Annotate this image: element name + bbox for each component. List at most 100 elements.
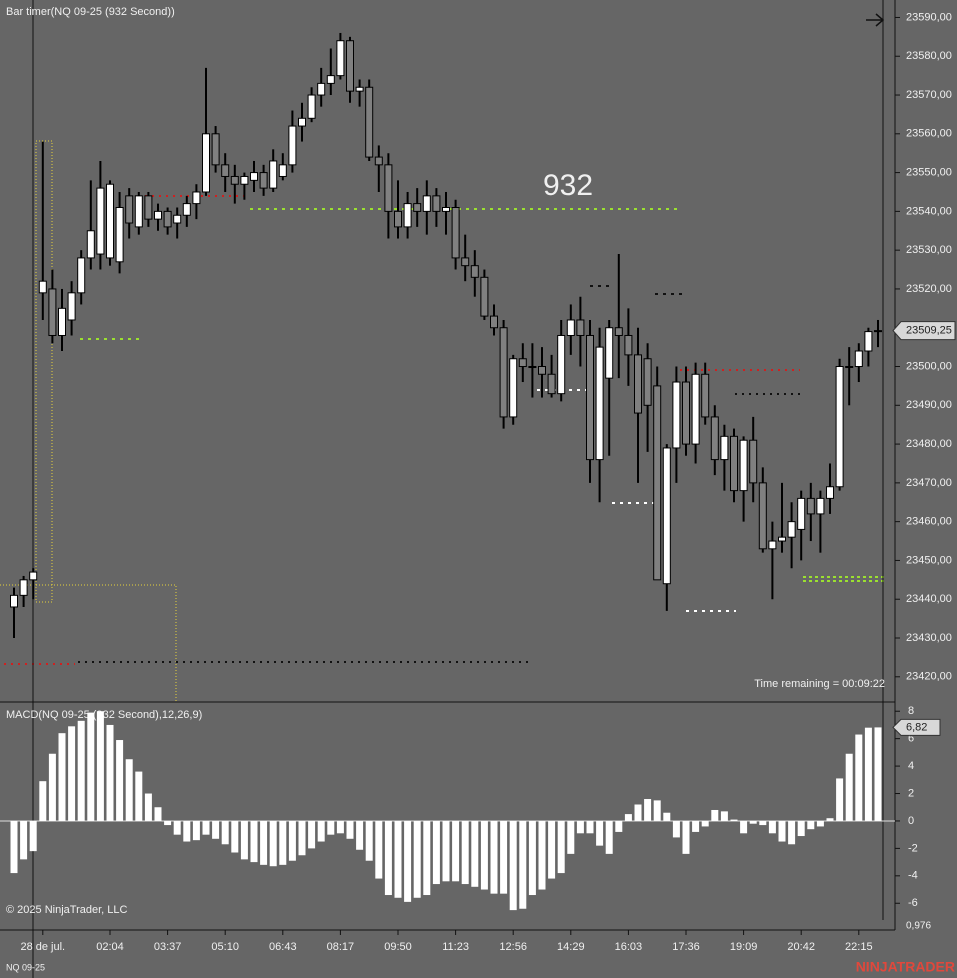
candle-body: [470, 265, 479, 278]
histogram-bar: [461, 820, 469, 885]
y-tick-label: 23470,00: [906, 477, 952, 489]
histogram-bar: [116, 740, 124, 821]
candle-body: [336, 40, 345, 77]
histogram-bar: [663, 812, 671, 821]
candle-body: [173, 214, 182, 224]
histogram-bar: [740, 820, 748, 834]
histogram-bar: [624, 814, 632, 821]
x-tick-label: 28 de jul.: [20, 941, 65, 953]
candle-body: [240, 175, 249, 185]
histogram-bar: [20, 820, 28, 860]
histogram-bar: [797, 820, 805, 837]
y-tick-label: 0: [908, 815, 914, 827]
candle-body: [451, 206, 460, 259]
scroll-arrow[interactable]: [866, 13, 885, 27]
candle-body: [480, 276, 489, 317]
x-tick-label: 17:36: [672, 941, 700, 953]
histogram-bar: [557, 820, 565, 874]
histogram-bar: [375, 820, 383, 879]
candle-body: [739, 439, 748, 492]
brand: NINJATRADER: [856, 959, 955, 975]
macd-title: MACD(NQ 09-25 (932 Second),12,26,9): [6, 709, 202, 721]
histogram-bar: [778, 820, 786, 842]
y-tick-label: 4: [908, 760, 914, 772]
candle-body: [106, 183, 114, 259]
candle-body: [192, 191, 201, 205]
y-tick-label: 23430,00: [906, 632, 952, 644]
candle-body: [307, 94, 316, 119]
histogram-bar: [231, 820, 239, 853]
candle-body: [48, 288, 57, 336]
histogram-bar: [692, 820, 700, 832]
candle-body: [701, 373, 710, 418]
histogram-bar: [586, 820, 594, 834]
candle-body: [778, 536, 786, 542]
session-box: [35, 140, 53, 603]
candle-body: [682, 381, 690, 445]
last-value: 6,82: [906, 721, 927, 733]
histogram-bar: [788, 820, 796, 845]
x-tick-label: 14:29: [557, 941, 585, 953]
histogram-bar: [432, 820, 440, 885]
candle-body: [528, 366, 537, 369]
y-tick-label: 23490,00: [906, 399, 952, 411]
histogram-bar: [240, 820, 248, 860]
candle-body: [864, 331, 873, 352]
candle-body: [854, 350, 863, 368]
histogram-bar: [212, 820, 220, 839]
candle-body: [605, 327, 614, 379]
candle-body: [86, 230, 95, 259]
low-label: 0,976: [906, 921, 931, 932]
candle-body: [10, 594, 18, 608]
value-flag: [892, 718, 941, 736]
candle-body: [499, 327, 508, 418]
histogram-bar: [749, 820, 757, 824]
histogram-bar: [548, 820, 556, 879]
histogram-bar: [29, 820, 37, 852]
candle-body: [710, 416, 719, 461]
histogram-bar: [87, 712, 95, 821]
candle-body: [787, 521, 796, 538]
histogram-bar: [135, 771, 143, 821]
candle-body: [538, 366, 546, 375]
histogram-bar: [500, 820, 508, 894]
y-tick-label: 23580,00: [906, 50, 952, 62]
candle-body: [461, 257, 470, 267]
candle-body: [758, 482, 767, 550]
x-tick-label: 09:50: [384, 941, 412, 953]
y-tick-label: 23560,00: [906, 128, 952, 140]
candle-body: [250, 172, 258, 181]
candle-body: [413, 203, 422, 212]
candle-body: [403, 203, 412, 228]
x-tick-label: 11:23: [442, 941, 469, 953]
candle-body: [288, 125, 297, 166]
candle-body: [432, 195, 441, 212]
histogram-bar: [730, 819, 738, 821]
y-tick-label: -2: [908, 842, 918, 854]
histogram-bar: [96, 711, 104, 821]
histogram-bar: [58, 733, 66, 821]
x-tick-label: 05:10: [211, 941, 239, 953]
candle-body: [797, 497, 806, 530]
histogram-bar: [576, 820, 584, 834]
candle-body: [653, 385, 662, 581]
y-tick-label: 23550,00: [906, 166, 952, 178]
histogram-bar: [308, 820, 316, 849]
histogram-bar: [836, 778, 844, 821]
candle-body: [806, 497, 815, 515]
candle-body: [317, 82, 326, 96]
candle-body: [845, 366, 854, 369]
histogram-bar: [509, 820, 517, 911]
histogram-bar: [634, 804, 642, 821]
histogram-bar: [154, 807, 162, 821]
histogram-bar: [413, 820, 421, 898]
last-price: 23509,25: [906, 325, 952, 337]
candle-body: [826, 486, 834, 499]
price-flag: [892, 321, 956, 341]
y-tick-label: 23570,00: [906, 89, 952, 101]
y-tick-label: 2: [908, 787, 914, 799]
candle-body: [298, 117, 306, 127]
histogram-bar: [298, 820, 306, 856]
candle-body: [518, 358, 527, 368]
